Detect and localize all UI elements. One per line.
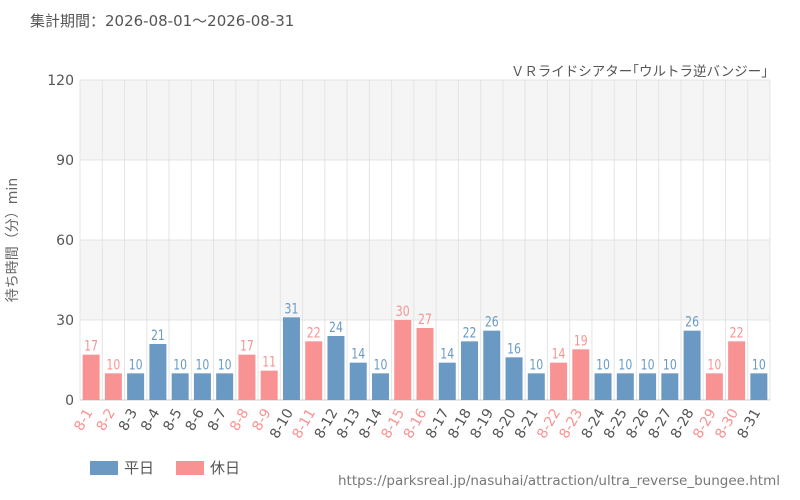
bar-value-label: 10 <box>218 356 232 373</box>
bar <box>371 373 389 400</box>
bar <box>193 373 211 400</box>
bar <box>305 341 323 400</box>
x-tick-label: 8-7 <box>205 406 230 434</box>
bar-value-label: 21 <box>151 327 165 344</box>
bar <box>127 373 145 400</box>
bar-value-label: 14 <box>351 345 365 362</box>
x-tick-label: 8-31 <box>735 406 765 442</box>
bar <box>327 336 345 400</box>
bar <box>572 349 590 400</box>
bar-value-label: 10 <box>618 356 632 373</box>
bar <box>171 373 189 400</box>
wait-time-bar-chart: 0 30 60 90 120 17 8-1 10 8-2 10 8-3 21 8-4 10 8-5 10 8-6… <box>47 73 771 442</box>
x-tick-label: 8-4 <box>138 406 163 434</box>
x-tick-label: 8-3 <box>116 406 141 434</box>
bar <box>639 373 657 400</box>
bar <box>527 373 545 400</box>
x-tick-label: 8-5 <box>160 406 185 434</box>
bar-value-label: 14 <box>440 345 454 362</box>
bar <box>438 362 456 400</box>
y-tick-label: 90 <box>56 153 74 169</box>
bar-value-label: 14 <box>552 345 566 362</box>
grid-band <box>80 80 770 160</box>
bar-value-label: 30 <box>396 303 410 320</box>
bar-value-label: 10 <box>707 356 721 373</box>
legend-item-weekday[interactable]: 平日 <box>90 457 154 478</box>
y-tick-label: 0 <box>65 393 74 409</box>
bar <box>683 330 701 400</box>
bar <box>416 328 434 400</box>
bar-value-label: 10 <box>596 356 610 373</box>
bar <box>461 341 479 400</box>
bar-value-label: 22 <box>307 324 321 341</box>
bar <box>505 357 523 400</box>
bar <box>705 373 723 400</box>
bar-value-label: 10 <box>641 356 655 373</box>
bar <box>728 341 746 400</box>
bar <box>550 362 568 400</box>
bar-value-label: 26 <box>685 313 699 330</box>
bar <box>149 344 167 400</box>
bar <box>216 373 234 400</box>
bar <box>104 373 122 400</box>
bar-value-label: 10 <box>374 356 388 373</box>
legend-label-holiday: 休日 <box>210 459 241 477</box>
x-tick-label: 8-8 <box>227 406 252 434</box>
bar <box>616 373 634 400</box>
period-label: 集計期間：2026-08-01～2026-08-31 <box>30 12 295 30</box>
bar-value-label: 10 <box>752 356 766 373</box>
bar-value-label: 24 <box>329 319 343 336</box>
bar-value-label: 31 <box>285 300 299 317</box>
bar <box>349 362 367 400</box>
bar <box>82 354 100 400</box>
bar <box>594 373 612 400</box>
legend-label-weekday: 平日 <box>124 459 155 477</box>
bar-value-label: 16 <box>507 340 521 357</box>
bar-value-label: 10 <box>529 356 543 373</box>
legend-swatch-holiday <box>176 460 205 475</box>
chart-subtitle: ＶＲライドシアター｢ウルトラ逆バンジー｣ <box>510 64 768 80</box>
bar <box>750 373 768 400</box>
legend-item-holiday[interactable]: 休日 <box>176 457 240 478</box>
y-tick-label: 60 <box>56 233 74 249</box>
y-tick-label: 120 <box>47 73 74 89</box>
bar-value-label: 17 <box>84 337 98 354</box>
bar-value-label: 10 <box>663 356 677 373</box>
x-tick-label: 8-1 <box>71 406 96 434</box>
legend-swatch-weekday <box>90 460 118 475</box>
bar-value-label: 10 <box>106 356 120 373</box>
bar-value-label: 10 <box>173 356 187 373</box>
bar <box>483 330 501 400</box>
bar <box>661 373 679 400</box>
source-url[interactable]: https://parksreal.jp/nasuhai/attraction/… <box>337 473 780 489</box>
bar <box>394 320 412 400</box>
bar <box>238 354 256 400</box>
x-tick-label: 8-2 <box>94 406 119 434</box>
bar-value-label: 17 <box>240 337 254 354</box>
bar <box>282 317 300 400</box>
bar-value-label: 26 <box>485 313 499 330</box>
bar-value-label: 11 <box>262 353 276 370</box>
bar-value-label: 27 <box>418 311 432 328</box>
bar-value-label: 10 <box>129 356 143 373</box>
bar-value-label: 22 <box>463 324 477 341</box>
grid-band <box>80 240 770 320</box>
legend: 平日 休日 <box>90 457 240 478</box>
x-tick-label: 8-6 <box>183 406 208 434</box>
bar-value-label: 10 <box>195 356 209 373</box>
bar-value-label: 19 <box>574 332 588 349</box>
y-tick-label: 30 <box>56 313 74 329</box>
bar <box>260 370 278 400</box>
bar-value-label: 22 <box>730 324 744 341</box>
